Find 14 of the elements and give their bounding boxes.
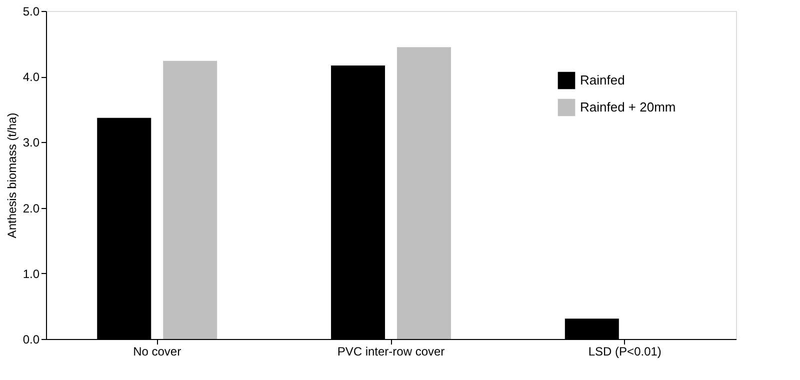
y-tick-label: 2.0 (22, 201, 40, 216)
legend-label: Rainfed (580, 72, 625, 88)
y-tick-label: 4.0 (22, 70, 40, 84)
bar (163, 60, 218, 339)
y-axis-title: Anthesis biomass (t/ha) (4, 112, 19, 238)
legend-label: Rainfed + 20mm (580, 100, 676, 114)
y-tick-label: 3.0 (22, 136, 40, 150)
bar (396, 47, 451, 339)
y-tick-label: 1.0 (22, 266, 40, 281)
y-tick-label: 5.0 (22, 4, 40, 18)
x-tick-label: PVC inter-row cover (337, 344, 445, 358)
y-tick-label: 0.0 (22, 332, 40, 346)
x-tick-label: No cover (133, 344, 182, 358)
x-tick-label: LSD (P<0.01) (588, 344, 662, 358)
